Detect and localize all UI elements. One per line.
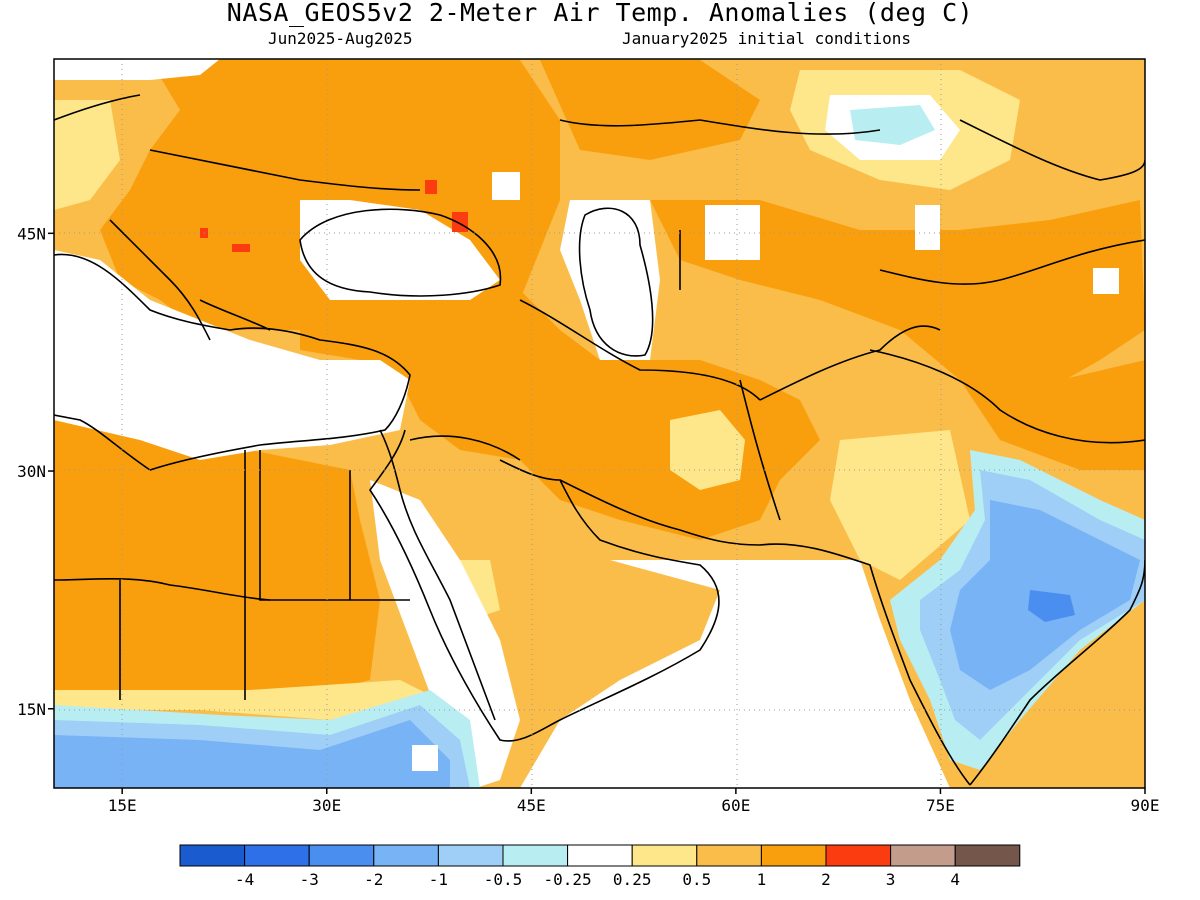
anomaly-spot-red-3	[232, 244, 250, 252]
anomaly-region-sahara	[54, 420, 380, 700]
colorbar-label: 3	[886, 870, 896, 889]
colorbar-swatch	[890, 844, 956, 867]
colorbar-swatch	[825, 844, 892, 867]
anomaly-cell-white-3	[1093, 268, 1119, 294]
colorbar-swatch	[244, 844, 310, 867]
anomaly-region-north-white	[54, 59, 220, 80]
lat-tick-label: 45N	[17, 224, 46, 243]
anomaly-region-arabian-sea	[520, 560, 950, 788]
anomaly-region-pale-west	[54, 100, 120, 210]
colorbar-label: 4	[950, 870, 960, 889]
chart-title: NASA_GEOS5v2 2-Meter Air Temp. Anomalies…	[226, 0, 974, 27]
colorbar-label: -4	[235, 870, 254, 889]
anomaly-cell-white-4	[705, 205, 760, 260]
lon-tick-label: 75E	[926, 796, 955, 815]
anomaly-region-blue3-india	[1028, 590, 1075, 622]
anomaly-cell-white-5	[412, 745, 438, 771]
lon-tick-label: 60E	[721, 796, 750, 815]
colorbar-swatch	[760, 844, 827, 867]
lon-tick-label: 45E	[517, 796, 546, 815]
colorbar-label: -1	[429, 870, 448, 889]
anomaly-region-blue2-africa	[54, 720, 450, 788]
anomaly-cell-white-2	[915, 205, 940, 250]
colorbar-swatch	[567, 844, 633, 867]
initial-conditions: January2025 initial conditions	[622, 29, 911, 48]
colorbar-label: 0.5	[682, 870, 711, 889]
colorbar-swatch	[308, 844, 375, 867]
anomaly-cell-white-1	[492, 172, 520, 200]
colorbar-swatch	[373, 844, 439, 867]
anomaly-region-caspian	[560, 200, 660, 360]
anomaly-region-pale-india	[830, 430, 970, 580]
lat-tick-label: 30N	[17, 462, 46, 481]
map-frame	[53, 58, 1146, 789]
anomaly-region-cyan-north	[850, 105, 935, 145]
forecast-period: Jun2025-Aug2025	[268, 29, 413, 48]
colorbar-swatch	[631, 844, 698, 867]
colorbar-swatch	[437, 844, 504, 867]
colorbar-label: -3	[300, 870, 319, 889]
lat-tick-label: 15N	[17, 700, 46, 719]
colorbar: -4 -3 -2 -1 -0.5 -0.25 0.25 0.5 1 2 3 4	[179, 844, 1021, 889]
anomaly-region-north	[540, 60, 760, 160]
anomaly-region-pale-sahel	[54, 680, 440, 720]
lon-tick-label: 15E	[108, 796, 137, 815]
colorbar-label: -0.5	[484, 870, 523, 889]
colorbar-swatch	[696, 844, 762, 867]
anomaly-spot-red-2	[452, 212, 468, 232]
coastlines	[54, 94, 1145, 786]
colorbar-label: 0.25	[613, 870, 652, 889]
latitude-ticks: 45N 30N 15N	[17, 224, 54, 719]
colorbar-label: -2	[364, 870, 383, 889]
lon-tick-label: 90E	[1131, 796, 1160, 815]
colorbar-swatch	[179, 844, 246, 867]
colorbar-label: 2	[821, 870, 831, 889]
longitude-ticks: 15E 30E 45E 60E 75E 90E	[108, 788, 1160, 815]
anomaly-region-central-asia	[650, 200, 1145, 400]
colorbar-label: 1	[757, 870, 767, 889]
colorbar-swatch	[954, 844, 1021, 867]
anomaly-spot-red-1	[425, 180, 437, 194]
anomaly-region-pale-iran	[670, 410, 745, 490]
anomaly-region-black-sea	[300, 200, 500, 300]
lon-tick-label: 30E	[312, 796, 341, 815]
anomaly-field	[54, 59, 1145, 788]
gridlines	[54, 59, 1145, 788]
colorbar-swatch	[502, 844, 569, 867]
colorbar-label: -0.25	[544, 870, 592, 889]
